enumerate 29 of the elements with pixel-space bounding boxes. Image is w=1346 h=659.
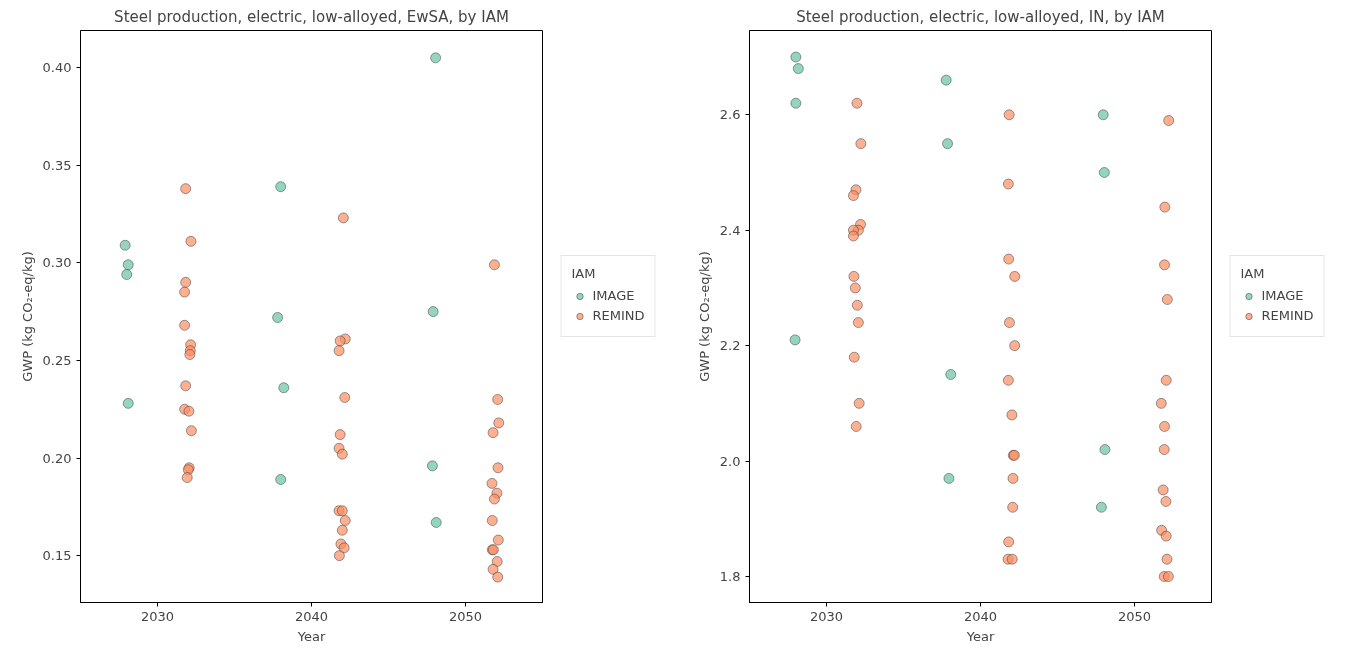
y-tick-label: 0.35 [42,157,72,173]
x-axis-title: Year [965,628,995,644]
chart-title: Steel production, electric, low-alloyed, EwSA, by IAM [114,7,509,26]
x-tick-label: 2030 [140,608,175,624]
legend-title: IAM [1240,265,1266,281]
y-tick-label: 0.40 [42,60,72,76]
y-tick-label: 2.0 [719,453,741,469]
y-tick-label: 0.20 [42,450,72,466]
legend-title: IAM [571,265,597,281]
x-tick-label: 2050 [448,608,483,624]
y-tick-label: 1.8 [719,569,741,585]
legend-label: REMIND [592,308,645,324]
y-tick-label: 2.2 [719,338,741,354]
y-tick-label: 0.25 [42,352,72,368]
legend-label: REMIND [1261,308,1314,324]
y-tick-label: 2.4 [719,222,741,238]
y-tick-label: 0.30 [42,255,72,271]
chart-title: Steel production, electric, low-alloyed, IN, by IAM [796,7,1165,26]
legend-label: IMAGE [592,288,635,304]
y-tick-label: 0.15 [42,548,72,564]
x-tick-label: 2030 [809,608,844,624]
y-axis-title: GWP (kg CO₂-eq/kg) [696,251,712,382]
y-tick-label: 2.6 [719,107,741,123]
x-tick-label: 2040 [294,608,329,624]
y-axis-title: GWP (kg CO₂-eq/kg) [19,251,35,382]
x-tick-label: 2050 [1117,608,1152,624]
x-tick-label: 2040 [963,608,998,624]
legend-label: IMAGE [1261,288,1304,304]
x-axis-title: Year [296,628,326,644]
